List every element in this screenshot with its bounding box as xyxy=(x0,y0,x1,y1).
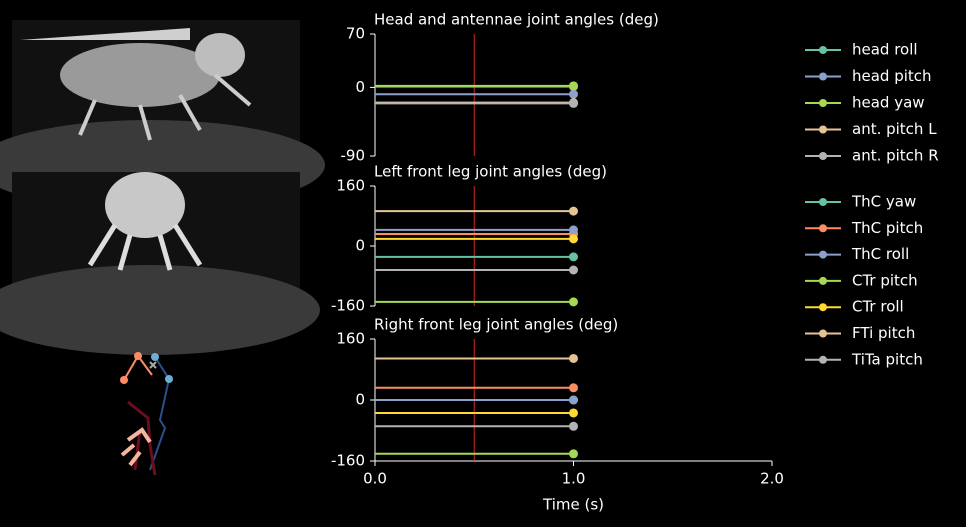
legend-marker xyxy=(819,329,827,338)
legend-label: head roll xyxy=(852,41,918,59)
legend-label: head yaw xyxy=(852,94,925,112)
chart-title: Head and antennae joint angles (deg) xyxy=(374,11,659,29)
x-axis-label: Time (s) xyxy=(542,496,604,514)
y-tick-label: -160 xyxy=(331,452,365,470)
series-end-marker xyxy=(569,234,578,244)
legend-marker xyxy=(819,46,827,54)
legend-marker xyxy=(819,303,827,312)
series-end-marker xyxy=(569,421,578,431)
skeleton-view xyxy=(120,352,173,476)
x-tick-label: 1.0 xyxy=(562,470,586,488)
legend-marker xyxy=(819,224,827,233)
y-tick-label: 0 xyxy=(355,78,365,96)
legend-label: ThC roll xyxy=(851,245,909,263)
chart-title: Right front leg joint angles (deg) xyxy=(374,316,618,334)
legend-marker xyxy=(819,72,827,81)
camera-front xyxy=(0,172,320,355)
series-end-marker xyxy=(569,383,578,393)
series-end-marker xyxy=(569,408,578,418)
series-end-marker xyxy=(569,252,578,262)
series-end-marker xyxy=(569,265,578,275)
chart-title: Left front leg joint angles (deg) xyxy=(374,163,607,181)
legend-label: ant. pitch L xyxy=(852,120,937,138)
legend-label: CTr roll xyxy=(852,298,904,316)
series-end-marker xyxy=(569,225,578,235)
y-tick-label: 0 xyxy=(355,237,365,255)
legend-marker xyxy=(819,152,827,160)
series-end-marker xyxy=(569,206,578,216)
y-tick-label: 160 xyxy=(336,177,365,195)
legend-label: TiTa pitch xyxy=(851,350,923,368)
legend-marker xyxy=(819,355,827,364)
legend-label: head pitch xyxy=(852,67,932,85)
x-tick-label: 0.0 xyxy=(363,470,387,488)
x-tick-label: 2.0 xyxy=(760,470,784,488)
camera-side xyxy=(0,20,325,210)
series-end-marker xyxy=(569,353,578,363)
series-end-marker xyxy=(569,81,578,91)
legend-label: ThC yaw xyxy=(851,193,916,211)
series-end-marker xyxy=(569,297,578,307)
legend-label: CTr pitch xyxy=(852,271,918,289)
series-end-marker xyxy=(569,395,578,405)
legend-marker xyxy=(819,276,827,285)
series-end-marker xyxy=(569,89,578,99)
legend-marker xyxy=(819,99,827,107)
series-end-marker xyxy=(569,449,578,459)
series-end-marker xyxy=(569,98,578,108)
y-tick-label: 0 xyxy=(355,391,365,409)
legend-label: FTi pitch xyxy=(852,324,915,342)
legend-marker xyxy=(819,125,827,134)
legend-marker xyxy=(819,250,827,259)
y-tick-label: -90 xyxy=(341,147,366,165)
y-tick-label: 160 xyxy=(336,330,365,348)
legend-marker xyxy=(819,198,827,206)
y-tick-label: 70 xyxy=(346,25,365,43)
legend-label: ant. pitch R xyxy=(852,147,939,165)
y-tick-label: -160 xyxy=(331,297,365,315)
legend-label: ThC pitch xyxy=(851,219,923,237)
